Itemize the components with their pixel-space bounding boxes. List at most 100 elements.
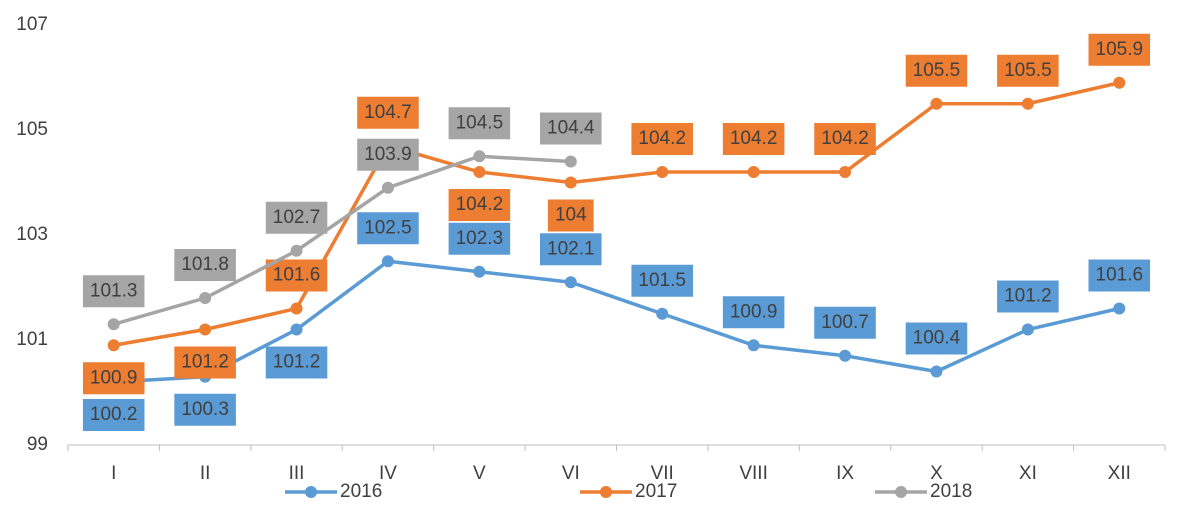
point [473,166,486,178]
data-label: 104.7 [364,102,412,123]
data-label: 103.9 [364,144,412,165]
point [1021,97,1034,110]
data-label-box [448,107,511,140]
data-label: 101.6 [1096,265,1144,286]
data-label-box [905,322,968,355]
point [473,150,486,163]
point [747,166,760,178]
data-label: 101.6 [273,265,321,286]
y-tick-label: 105 [16,119,48,140]
point [656,307,669,320]
legend-label: 2016 [340,481,382,502]
point [1113,302,1126,315]
data-label-box [997,54,1059,87]
data-label-box [357,212,419,245]
data-label: 104.2 [821,128,869,149]
data-label: 100.9 [90,367,138,388]
legend-label: 2018 [930,481,972,502]
data-label: 104.2 [638,128,686,149]
data-label: 104.4 [547,118,595,139]
data-label: 101.8 [181,254,229,275]
point [107,318,120,331]
data-label-box [540,112,602,145]
data-label: 100.7 [821,312,869,333]
point [839,166,852,178]
data-label: 101.5 [638,270,686,291]
series-line [113,259,1120,384]
data-label: 104.2 [730,128,778,149]
point [564,155,577,168]
point [747,339,760,352]
data-label: 105.5 [1004,60,1052,81]
data-label: 104 [555,205,587,226]
data-label-box [174,393,236,426]
data-label: 104.5 [456,112,504,133]
x-tick-label: IX [836,463,854,484]
x-tick-label: V [473,463,486,484]
point [564,276,577,289]
point [930,97,943,110]
data-label: 105.9 [1096,39,1144,60]
data-label: 102.5 [364,217,412,238]
series-line [113,154,571,326]
x-tick-label: VII [651,463,674,484]
legend-marker [305,486,317,498]
data-label-box [82,362,145,395]
y-tick-label: 99 [27,434,48,455]
data-label-box [82,399,145,431]
data-label: 101.3 [90,280,138,301]
data-label-box [265,259,328,292]
point [290,323,303,336]
point [1021,323,1034,336]
data-label-box [448,189,511,221]
x-tick-label: VIII [739,463,768,484]
data-label: 102.1 [547,238,595,259]
data-label-box [357,138,419,171]
legend-marker [895,486,907,498]
data-label-box [547,199,594,232]
data-label-box [540,233,602,266]
data-label-box [814,306,876,339]
data-label: 104.2 [456,194,504,215]
data-label-box [722,296,785,329]
data-label: 100.3 [181,399,229,420]
y-tick-label: 101 [16,329,48,350]
series: 100.9 101.2 101.6 104.7 104.2 104 104.2 104.2 10… [82,33,1151,395]
data-label-box [722,123,785,155]
point [1113,76,1126,89]
data-label-box [1088,259,1151,292]
data-label: 100.9 [730,301,778,322]
x-tick-label: I [111,463,116,484]
data-label: 102.7 [273,207,321,228]
data-label-box [174,249,236,281]
data-label-box [997,280,1059,313]
data-label: 100.4 [913,328,961,349]
legend-label: 2017 [635,481,677,502]
legend-marker [600,486,612,498]
data-label-box [631,123,693,155]
point [381,181,394,194]
point [839,349,852,362]
point [656,166,669,178]
data-label-box [814,123,876,155]
data-label: 101.2 [181,352,229,373]
point [199,323,212,336]
x-tick-label: XII [1108,463,1131,484]
data-label-box [448,222,511,255]
point [199,292,212,304]
point [564,176,577,189]
x-tick-label: IV [379,463,397,484]
data-label: 101.2 [273,352,321,373]
x-tick-label: III [289,463,305,484]
point [107,339,120,352]
data-label: 102.3 [456,228,504,249]
x-tick-label: II [200,463,211,484]
series-line [113,81,1120,347]
point [930,365,943,378]
data-label: 101.2 [1004,286,1052,307]
y-tick-label: 107 [16,14,48,35]
data-label-box [265,201,328,234]
data-label-box [82,275,145,308]
point [473,265,486,278]
